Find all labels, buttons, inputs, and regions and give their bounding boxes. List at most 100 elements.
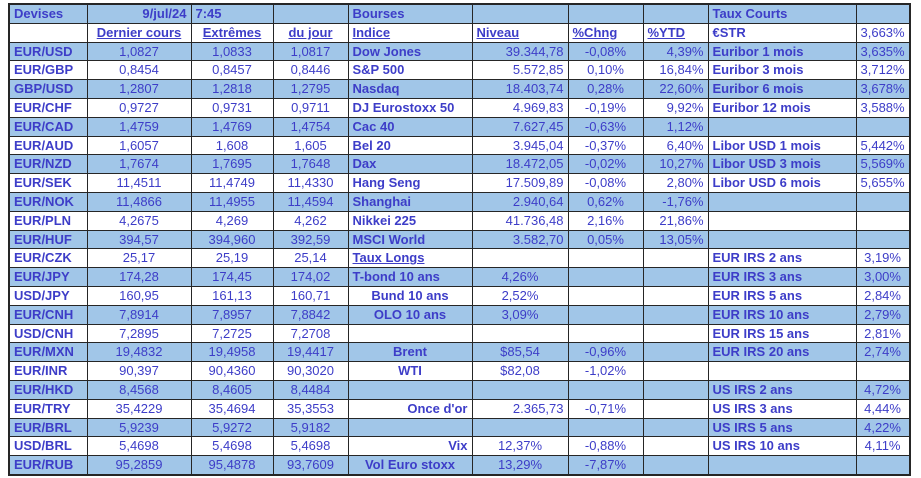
currency-pair: EUR/SEK	[8, 173, 88, 193]
currency-low: 90,3020	[272, 361, 349, 381]
table-row: EUR/TRY 35,4229 35,4694 35,3553 Once d'or 2.3…	[8, 398, 911, 419]
table-row: EUR/GBP 0,8454 0,8457 0,8446 S&P 500 5.572,85…	[8, 60, 911, 81]
currency-low: 11,4594	[272, 191, 349, 212]
currency-low: 392,59	[272, 229, 349, 250]
col-header-dernier-cours: Dernier cours	[86, 22, 192, 43]
currency-last: 95,2859	[86, 455, 192, 476]
rate-name: Euribor 3 mois	[707, 60, 857, 81]
rate-name: US IRS 5 ans	[707, 417, 857, 438]
empty-cell	[567, 3, 644, 24]
currency-high: 7,8957	[190, 304, 274, 325]
table-row: EUR/CNH 7,8914 7,8957 7,8842 OLO 10 ans 3,09%…	[8, 304, 911, 325]
index-level: $85,54	[471, 342, 569, 363]
currency-low: 0,9711	[272, 97, 349, 118]
index-ytd	[642, 267, 709, 287]
rate-name: Libor USD 6 mois	[707, 173, 857, 193]
currency-high: 161,13	[190, 285, 274, 306]
rate-value: 2,81%	[855, 323, 911, 344]
empty-cell	[347, 379, 473, 400]
index-name: Dax	[347, 154, 473, 175]
index-level: 2.365,73	[471, 398, 569, 419]
rate-name: €STR	[707, 22, 857, 43]
rate-name: EUR IRS 15 ans	[707, 323, 857, 344]
currency-pair: EUR/GBP	[8, 60, 88, 81]
currency-pair: EUR/RUB	[8, 455, 88, 476]
rate-value: 3,00%	[855, 267, 911, 287]
currency-high: 25,19	[190, 248, 274, 269]
empty-cell	[272, 3, 349, 24]
empty-cell	[567, 417, 644, 438]
currency-last: 1,0827	[86, 41, 192, 62]
empty-cell	[855, 455, 911, 476]
rate-name: Libor USD 1 mois	[707, 135, 857, 156]
section-title-bourses: Bourses	[347, 3, 473, 24]
rate-value: 3,712%	[855, 60, 911, 81]
empty-cell	[855, 210, 911, 231]
rate-name: EUR IRS 3 ans	[707, 267, 857, 287]
rate-name: US IRS 10 ans	[707, 436, 857, 457]
empty-cell	[347, 323, 473, 344]
rate-name: EUR IRS 5 ans	[707, 285, 857, 306]
index-level: 39.344,78	[471, 41, 569, 62]
currency-last: 5,4698	[86, 436, 192, 457]
currency-high: 5,4698	[190, 436, 274, 457]
col-header-extremes: Extrêmes	[190, 22, 274, 43]
currency-last: 1,4759	[86, 116, 192, 137]
currency-low: 35,3553	[272, 398, 349, 419]
currency-pair: EUR/USD	[8, 41, 88, 62]
currency-last: 7,2895	[86, 323, 192, 344]
empty-cell	[855, 191, 911, 212]
col-header-ytd: %YTD	[642, 22, 709, 43]
currency-low: 1,2795	[272, 79, 349, 99]
currency-last: 174,28	[86, 267, 192, 287]
currency-low: 1,4754	[272, 116, 349, 137]
currency-last: 8,4568	[86, 379, 192, 400]
index-level: 3.945,04	[471, 135, 569, 156]
index-ytd	[642, 455, 709, 476]
table-row: GBP/USD 1,2807 1,2818 1,2795 Nasdaq 18.403,74…	[8, 79, 911, 99]
index-chng: -7,87%	[567, 455, 644, 476]
currency-pair: EUR/CNH	[8, 304, 88, 325]
index-level: 2.940,64	[471, 191, 569, 212]
currency-last: 90,397	[86, 361, 192, 381]
index-name: Brent	[347, 342, 473, 363]
index-chng: -0,08%	[567, 41, 644, 62]
rate-name: US IRS 2 ans	[707, 379, 857, 400]
currency-low: 25,14	[272, 248, 349, 269]
rate-value: 2,79%	[855, 304, 911, 325]
rate-name: Euribor 6 mois	[707, 79, 857, 99]
currency-low: 93,7609	[272, 455, 349, 476]
empty-cell	[347, 417, 473, 438]
rate-name: Libor USD 3 mois	[707, 154, 857, 175]
empty-cell	[855, 3, 911, 24]
rate-name: EUR IRS 2 ans	[707, 248, 857, 269]
market-dashboard-table: Devises 9/jul/24 7:45 Bourses Taux Court…	[8, 3, 911, 476]
index-ytd: 13,05%	[642, 229, 709, 250]
table-row: EUR/SEK 11,4511 11,4749 11,4330 Hang Seng 17.…	[8, 173, 911, 193]
currency-last: 7,8914	[86, 304, 192, 325]
empty-cell	[471, 379, 569, 400]
currency-low: 7,8842	[272, 304, 349, 325]
table-row: USD/CNH 7,2895 7,2725 7,2708 EUR IRS 15 ans 2…	[8, 323, 911, 344]
section-title-devises: Devises	[8, 3, 88, 24]
col-header-chng: %Chng	[567, 22, 644, 43]
table-row: EUR/INR 90,397 90,4360 90,3020 WTI $82,08 -1,0…	[8, 361, 911, 381]
empty-cell	[642, 379, 709, 400]
rate-name: Euribor 1 mois	[707, 41, 857, 62]
index-chng: 0,05%	[567, 229, 644, 250]
index-ytd	[642, 361, 709, 381]
table-row: EUR/NOK 11,4866 11,4955 11,4594 Shanghai 2.94…	[8, 191, 911, 212]
col-header-niveau: Niveau	[471, 22, 569, 43]
currency-high: 8,4605	[190, 379, 274, 400]
currency-high: 1,4769	[190, 116, 274, 137]
index-level: 7.627,45	[471, 116, 569, 137]
currency-last: 0,8454	[86, 60, 192, 81]
index-ytd: 16,84%	[642, 60, 709, 81]
currency-high: 35,4694	[190, 398, 274, 419]
currency-pair: USD/BRL	[8, 436, 88, 457]
index-chng: 0,62%	[567, 191, 644, 212]
currency-high: 95,4878	[190, 455, 274, 476]
index-chng	[567, 285, 644, 306]
currency-low: 7,2708	[272, 323, 349, 344]
index-ytd: 4,39%	[642, 41, 709, 62]
